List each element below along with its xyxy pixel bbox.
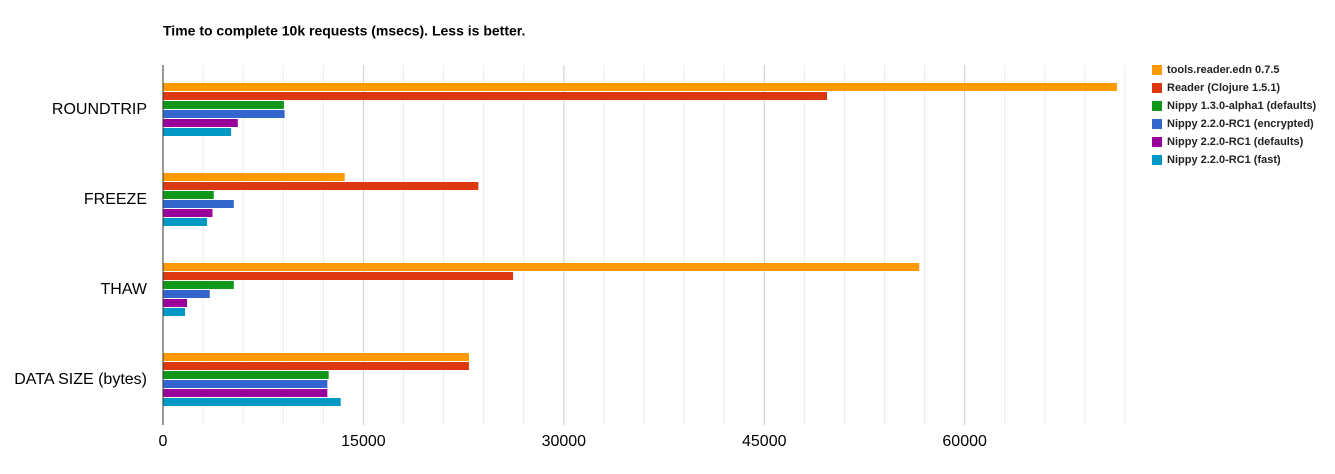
bar xyxy=(163,389,328,397)
legend-swatch xyxy=(1152,83,1162,93)
bar xyxy=(163,281,234,289)
legend-label: Nippy 1.3.0-alpha1 (defaults) xyxy=(1167,100,1316,112)
bar xyxy=(163,398,341,406)
bar xyxy=(163,182,479,190)
bar xyxy=(163,110,285,118)
legend-swatch xyxy=(1152,119,1162,129)
y-tick-label: THAW xyxy=(100,281,147,298)
bar xyxy=(163,218,208,226)
bar xyxy=(163,101,284,109)
bar xyxy=(163,308,186,316)
bar xyxy=(163,371,329,379)
legend-swatch xyxy=(1152,101,1162,111)
bar xyxy=(163,380,328,388)
x-tick-label: 0 xyxy=(159,433,168,450)
legend-swatch xyxy=(1152,65,1162,75)
bar xyxy=(163,299,188,307)
bar xyxy=(163,200,234,208)
legend-label: Nippy 2.2.0-RC1 (fast) xyxy=(1167,154,1281,166)
bar xyxy=(163,92,828,100)
bar xyxy=(163,173,345,181)
x-tick-label: 30000 xyxy=(542,433,587,450)
bar xyxy=(163,128,232,136)
bar xyxy=(163,209,213,217)
x-tick-label: 15000 xyxy=(341,433,386,450)
bar xyxy=(163,263,920,271)
chart-title: Time to complete 10k requests (msecs). L… xyxy=(163,23,525,39)
legend-label: Nippy 2.2.0-RC1 (defaults) xyxy=(1167,136,1304,148)
y-tick-label: FREEZE xyxy=(84,191,147,208)
bar xyxy=(163,353,469,361)
legend-swatch xyxy=(1152,155,1162,165)
bar xyxy=(163,119,238,127)
legend-label: Reader (Clojure 1.5.1) xyxy=(1167,82,1280,94)
legend-swatch xyxy=(1152,137,1162,147)
bar xyxy=(163,83,1117,91)
legend-label: tools.reader.edn 0.7.5 xyxy=(1167,64,1280,76)
y-tick-label: DATA SIZE (bytes) xyxy=(14,371,147,388)
x-tick-label: 60000 xyxy=(942,433,987,450)
bar xyxy=(163,290,210,298)
bar xyxy=(163,191,214,199)
y-tick-label: ROUNDTRIP xyxy=(52,101,147,118)
legend-label: Nippy 2.2.0-RC1 (encrypted) xyxy=(1167,118,1314,130)
bar xyxy=(163,362,469,370)
x-tick-label: 45000 xyxy=(742,433,787,450)
bar xyxy=(163,272,514,280)
